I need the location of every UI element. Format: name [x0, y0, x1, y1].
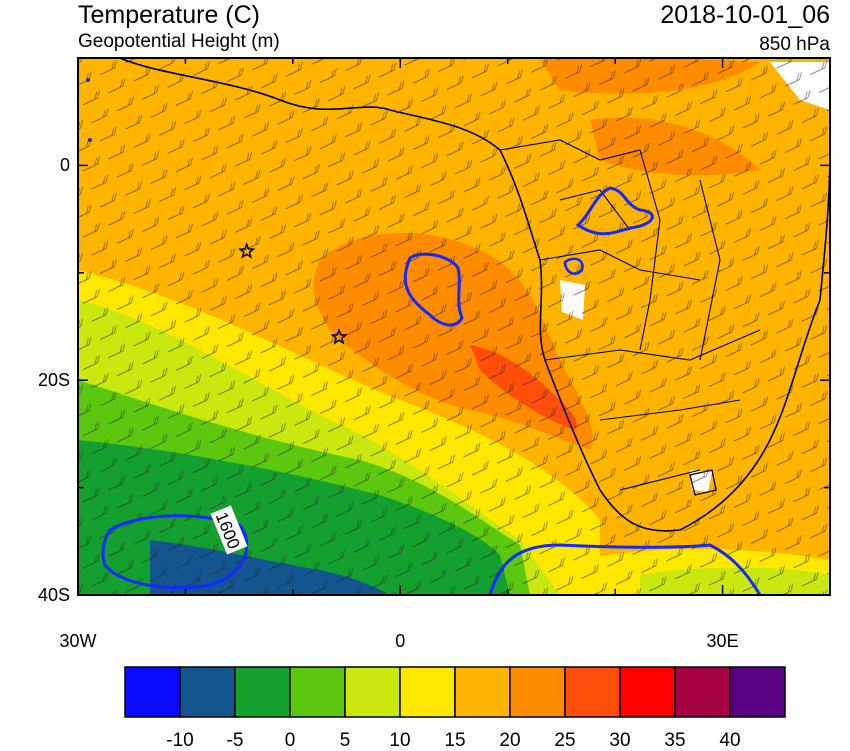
colorbar-swatch	[564, 666, 621, 718]
colorbar-swatch	[399, 666, 456, 718]
coastline	[119, 58, 830, 532]
y-tick-label: 0	[59, 155, 70, 176]
colorbar-swatch	[729, 666, 786, 718]
colorbar-label: 15	[444, 730, 466, 751]
colorbar-swatch	[619, 666, 676, 718]
lesotho-border	[689, 469, 717, 496]
colorbar-label: 5	[339, 730, 351, 751]
y-tick-label: 40S	[37, 585, 70, 605]
temperature-field	[78, 58, 830, 595]
colorbar-label: 40	[719, 730, 741, 751]
colorbar-label: 25	[554, 730, 576, 751]
colorbar-swatch	[454, 666, 511, 718]
y-tick-label: 20S	[37, 370, 70, 391]
valid-time: 2018-10-01_06	[660, 1, 830, 29]
colorbar-label: 35	[664, 730, 686, 751]
location-star-marker	[237, 242, 256, 259]
height-contour-high	[403, 252, 464, 327]
colorbar-label: 30	[609, 730, 631, 751]
colorbar-swatch	[289, 666, 346, 718]
colorbar-label: 20	[499, 730, 521, 751]
colorbar-swatch	[344, 666, 401, 718]
height-contour-south	[488, 543, 762, 595]
height-dot	[88, 138, 92, 142]
colorbar-swatch	[179, 666, 236, 718]
location-star-marker	[330, 328, 348, 345]
colorbar-boxes	[124, 666, 786, 718]
colorbar-label: -10	[166, 730, 194, 751]
colorbar-label: -5	[226, 730, 244, 751]
colorbar-swatch	[124, 666, 181, 718]
x-tick-label: 0	[395, 631, 406, 651]
ticks-layer	[77, 57, 831, 596]
height-contour-small	[563, 257, 584, 275]
colorbar-label: 0	[284, 730, 296, 751]
x-tick-label: 30E	[706, 631, 739, 651]
map-subtitle: Geopotential Height (m)	[78, 31, 280, 52]
map-frame	[77, 57, 831, 596]
colorbar-swatch	[509, 666, 566, 718]
stars-layer	[237, 242, 348, 345]
height-contour-1600	[101, 514, 249, 590]
pressure-level: 850 hPa	[759, 34, 830, 55]
colorbar-swatch	[674, 666, 731, 718]
colorbar-label: 10	[389, 730, 411, 751]
height-dot	[86, 78, 90, 82]
height-contour-africa	[575, 186, 654, 236]
x-tick-label: 30W	[59, 631, 97, 651]
wind-barbs	[78, 58, 830, 595]
map-title: Temperature (C)	[78, 1, 260, 29]
country-borders	[499, 139, 761, 491]
colorbar-swatch	[234, 666, 291, 718]
